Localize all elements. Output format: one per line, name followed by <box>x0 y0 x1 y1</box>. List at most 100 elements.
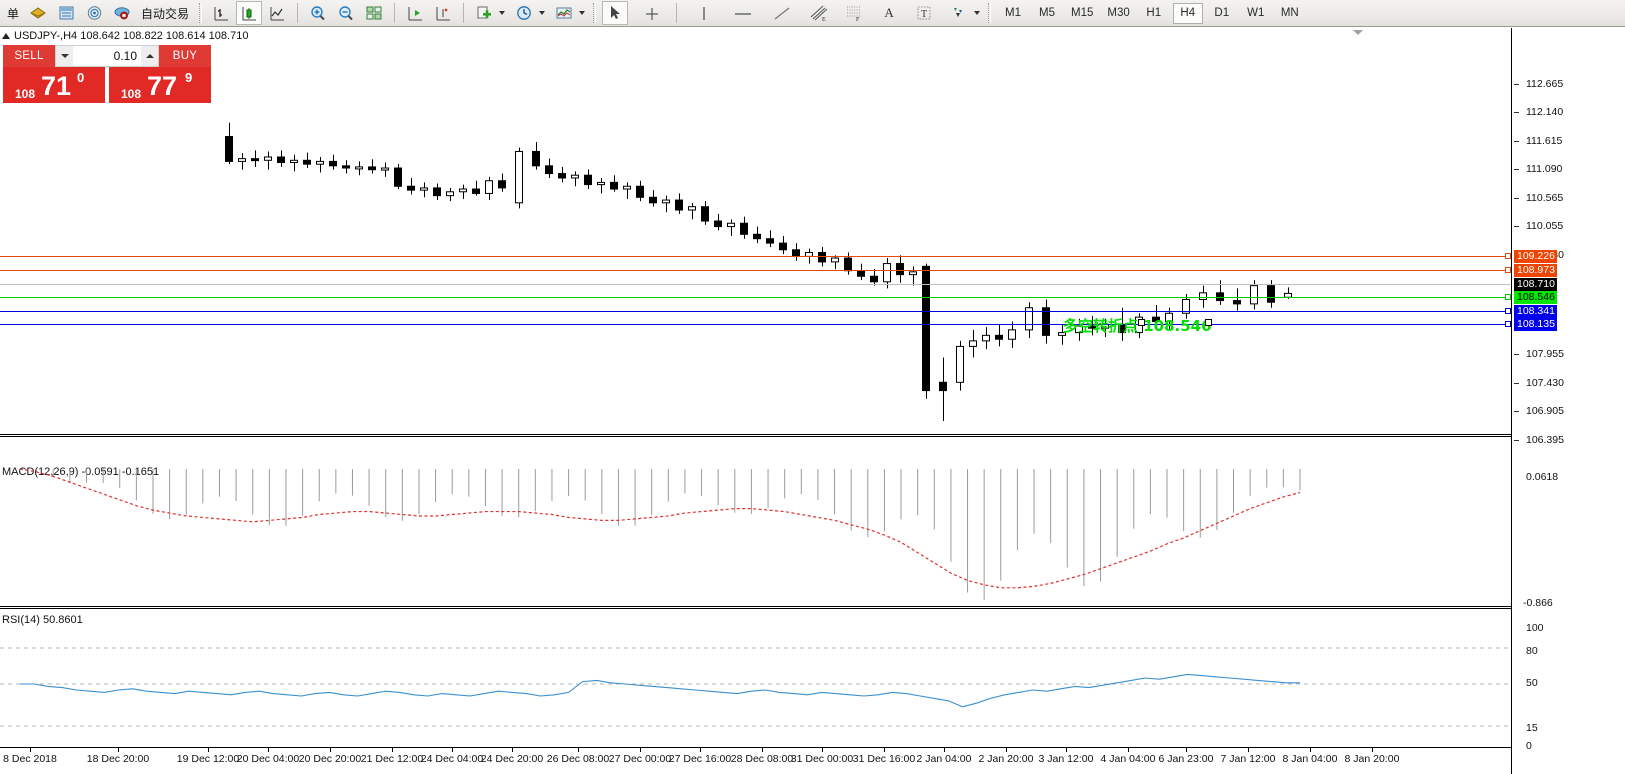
volume-decrease-button[interactable] <box>56 46 73 66</box>
timeframe-m5[interactable]: M5 <box>1039 7 1056 19</box>
price-level-label[interactable]: 109.226 <box>1514 250 1557 263</box>
volume-value[interactable]: 0.10 <box>113 49 137 63</box>
rsi-axis-tick-label: 100 <box>1526 622 1544 634</box>
time-axis-label: 8 Jan 20:00 <box>1344 753 1400 765</box>
toolbar-separator <box>676 3 678 23</box>
one-click-trading-panel[interactable]: SELL 0.10 BUY 108 71 0 <box>3 45 211 103</box>
timeframe-m15[interactable]: M15 <box>1071 7 1094 19</box>
timeframe-h4[interactable]: H4 <box>1172 2 1203 24</box>
price-axis[interactable]: 112.665 112.140 111.615 111.090 110.565 110.0… <box>1512 28 1625 774</box>
zoom-in-icon[interactable] <box>305 1 331 25</box>
chart-window[interactable]: USDJPY-,H4 108.642 108.822 108.614 108.7… <box>0 27 1625 774</box>
price-level-label[interactable]: 108.546 <box>1514 291 1557 304</box>
indicators-icon[interactable] <box>551 1 577 25</box>
rsi-pane[interactable] <box>0 610 1511 748</box>
time-axis-tick <box>762 748 763 752</box>
timeframe-w1[interactable]: W1 <box>1247 7 1265 19</box>
time-axis-tick <box>208 748 209 752</box>
price-level-label[interactable]: 108.341 <box>1514 305 1557 318</box>
text-icon[interactable]: A <box>884 5 894 20</box>
price-level-handle[interactable] <box>1505 308 1511 314</box>
time-axis-label: 19 Dec 12:00 <box>176 753 240 765</box>
price-level-label[interactable]: 108.135 <box>1514 318 1557 331</box>
time-axis-label: 6 Jan 23:00 <box>1158 753 1214 765</box>
timeframe-h1[interactable]: H1 <box>1146 7 1162 19</box>
price-level-label[interactable]: 108.710 <box>1514 278 1557 291</box>
price-axis-tick <box>1514 198 1519 199</box>
trendline-icon[interactable] <box>769 1 795 25</box>
time-axis-label: 27 Dec 16:00 <box>668 753 732 765</box>
data-window-icon[interactable] <box>53 1 79 25</box>
chevron-down-icon[interactable] <box>974 11 981 15</box>
price-level-handle[interactable] <box>1505 321 1511 327</box>
navigator-icon[interactable] <box>81 1 107 25</box>
tile-windows-icon[interactable] <box>361 1 387 25</box>
buy-button[interactable]: BUY <box>159 45 211 67</box>
equidistant-channel-icon[interactable]: E <box>806 1 832 25</box>
time-axis-label: 2 Jan 04:00 <box>916 753 972 765</box>
annotation-anchor-marker[interactable] <box>1138 319 1145 326</box>
vertical-line-icon[interactable] <box>691 1 717 25</box>
price-level-handle[interactable] <box>1505 294 1511 300</box>
objects-icon[interactable] <box>946 1 972 25</box>
price-level-line[interactable] <box>0 284 1511 285</box>
chart-header-text: USDJPY-,H4 108.642 108.822 108.614 108.7… <box>14 30 249 42</box>
auto-scroll-icon[interactable] <box>430 1 456 25</box>
chart-minimize-icon[interactable] <box>1353 30 1363 35</box>
label-icon[interactable]: T <box>911 1 937 25</box>
chart-header: USDJPY-,H4 108.642 108.822 108.614 108.7… <box>2 30 248 42</box>
time-axis-label: 24 Dec 20:00 <box>480 753 544 765</box>
volume-increase-button[interactable] <box>141 46 158 66</box>
fibonacci-icon[interactable]: F <box>841 1 867 25</box>
new-chart-icon[interactable] <box>471 1 497 25</box>
chevron-down-icon[interactable] <box>539 11 546 15</box>
price-level-line[interactable] <box>0 297 1511 298</box>
cursor-arrow-icon[interactable] <box>602 1 629 25</box>
chart-shift-icon[interactable] <box>402 1 428 25</box>
time-axis-tick <box>330 748 331 752</box>
period-icon[interactable] <box>511 1 537 25</box>
price-level-line[interactable] <box>0 256 1511 257</box>
time-axis-tick <box>512 748 513 752</box>
timeframe-mn[interactable]: MN <box>1280 7 1299 19</box>
time-axis-label: 20 Dec 20:00 <box>298 753 362 765</box>
rsi-indicator-label[interactable]: RSI(14) 50.8601 <box>2 614 83 626</box>
macd-pane[interactable] <box>0 438 1511 603</box>
price-level-line[interactable] <box>0 270 1511 271</box>
price-axis-tick-label: 110.055 <box>1526 220 1564 232</box>
crosshair-icon[interactable] <box>639 1 665 25</box>
time-axis-label: 3 Jan 12:00 <box>1038 753 1094 765</box>
price-level-line[interactable] <box>0 324 1511 325</box>
terminal-icon[interactable] <box>109 1 135 25</box>
annotation-anchor-marker[interactable] <box>1205 319 1212 326</box>
sell-button[interactable]: SELL <box>3 45 55 67</box>
buy-price-display[interactable]: 108 77 9 <box>109 67 211 103</box>
price-level-line[interactable] <box>0 311 1511 312</box>
new-order-icon[interactable]: 单 <box>7 6 20 21</box>
price-pane[interactable] <box>0 28 1511 433</box>
line-chart-icon[interactable] <box>264 1 290 25</box>
sell-price-display[interactable]: 108 71 0 <box>3 67 105 103</box>
macd-signal-line <box>19 468 1301 589</box>
autotrading-label[interactable]: 自动交易 <box>141 6 190 21</box>
time-axis-label: 8 Dec 2018 <box>3 753 57 765</box>
price-level-handle[interactable] <box>1505 253 1511 259</box>
bar-chart-icon[interactable] <box>208 1 234 25</box>
chart-collapse-triangle-icon[interactable] <box>2 33 10 40</box>
rsi-pane-top-border2 <box>0 608 1512 609</box>
horizontal-line-icon[interactable] <box>730 1 756 25</box>
timeframe-d1[interactable]: D1 <box>1214 7 1230 19</box>
chart-annotation-text: 多空转折点 108.546 <box>1063 317 1212 335</box>
time-axis[interactable]: 8 Dec 2018 18 Dec 20:00 19 Dec 12:00 20 Dec… <box>0 748 1512 774</box>
chevron-down-icon[interactable] <box>579 11 586 15</box>
timeframe-m30[interactable]: M30 <box>1107 7 1130 19</box>
chevron-down-icon[interactable] <box>499 11 506 15</box>
volume-input[interactable]: 0.10 <box>55 45 159 67</box>
time-axis-tick <box>452 748 453 752</box>
candlestick-chart-icon[interactable] <box>236 1 263 25</box>
timeframe-m1[interactable]: M1 <box>1005 7 1022 19</box>
expert-advisors-icon[interactable] <box>25 1 51 25</box>
price-level-handle[interactable] <box>1505 267 1511 273</box>
price-level-label[interactable]: 108.973 <box>1514 264 1557 277</box>
zoom-out-icon[interactable] <box>333 1 359 25</box>
